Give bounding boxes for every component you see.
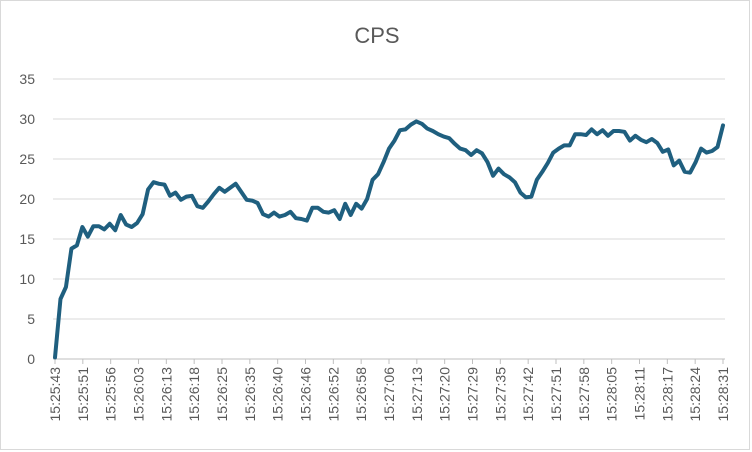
x-tick-label: 15:25:51 <box>75 367 91 422</box>
x-tick-label: 15:26:25 <box>214 367 230 422</box>
y-tick-label: 35 <box>19 71 35 87</box>
y-tick-label: 20 <box>19 191 35 207</box>
x-tick-label: 15:27:06 <box>381 367 397 422</box>
x-tick-label: 15:27:42 <box>520 367 536 422</box>
y-tick-label: 25 <box>19 151 35 167</box>
y-tick-label: 30 <box>19 111 35 127</box>
cps-series-line <box>53 119 725 360</box>
x-tick-label: 15:27:20 <box>437 367 453 422</box>
x-tick-label: 15:27:58 <box>576 367 592 422</box>
y-tick-label: 5 <box>27 311 35 327</box>
x-tick-label: 15:25:43 <box>47 367 63 422</box>
x-tick-label: 15:27:13 <box>409 367 425 422</box>
y-tick-label: 10 <box>19 271 35 287</box>
x-tick-label: 15:28:24 <box>687 367 703 422</box>
x-tick-label: 15:26:40 <box>270 367 286 422</box>
chart-title: CPS <box>354 23 399 48</box>
x-tick-label: 15:27:35 <box>492 367 508 422</box>
y-tick-label: 15 <box>19 231 35 247</box>
x-tick-label: 15:26:58 <box>353 367 369 422</box>
x-tick-label: 15:28:17 <box>659 367 675 422</box>
x-tick-label: 15:26:03 <box>131 367 147 422</box>
x-tick-label: 15:28:31 <box>715 367 731 422</box>
x-tick-label: 15:26:18 <box>186 367 202 422</box>
x-tick-label: 15:26:35 <box>242 367 258 422</box>
x-tick-label: 15:26:13 <box>158 367 174 422</box>
x-tick-label: 15:28:11 <box>632 367 648 421</box>
y-tick-label: 0 <box>27 351 35 367</box>
x-tick-label: 15:26:46 <box>298 367 314 422</box>
x-tick-label: 15:26:52 <box>325 367 341 422</box>
x-tick-label: 15:27:51 <box>548 367 564 422</box>
x-tick-label: 15:28:05 <box>604 367 620 422</box>
x-tick-label: 15:27:29 <box>465 367 481 422</box>
x-tick-label: 15:25:56 <box>103 367 119 422</box>
